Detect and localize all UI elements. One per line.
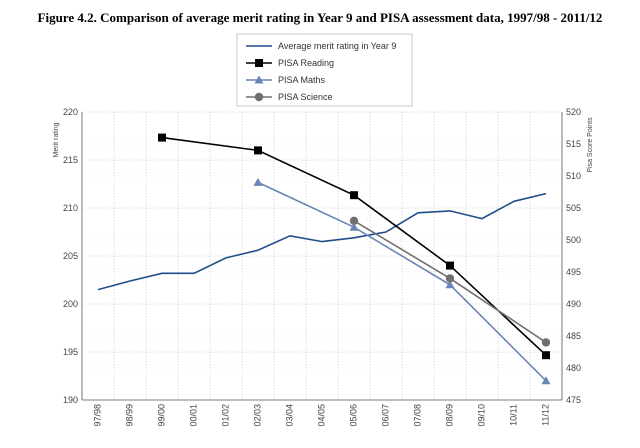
data-point-square <box>255 59 263 67</box>
legend-item: PISA Reading <box>246 58 334 68</box>
x-tick-label: 10/11 <box>508 404 518 426</box>
y-tick-label-left: 215 <box>63 155 78 165</box>
series-3 <box>349 216 551 347</box>
y-tick-label-right: 510 <box>566 171 581 181</box>
legend-label: PISA Science <box>278 92 333 102</box>
x-tick-label: 11/12 <box>540 404 550 426</box>
x-tick-label: 09/10 <box>476 404 486 427</box>
y-tick-label-left: 210 <box>63 203 78 213</box>
y-tick-label-left: 190 <box>63 395 78 405</box>
y-tick-label-left: 195 <box>63 347 78 357</box>
data-point-square <box>542 351 550 360</box>
y-tick-label-right: 480 <box>566 363 581 373</box>
x-tick-label: 08/09 <box>444 404 454 427</box>
data-point-circle <box>349 216 359 225</box>
series-line <box>257 181 547 382</box>
y-tick-label-right: 485 <box>566 331 581 341</box>
x-tick-label: 98/99 <box>124 404 134 427</box>
x-tick-label: 01/02 <box>220 404 230 427</box>
legend-label: Average merit rating in Year 9 <box>278 41 396 51</box>
y-tick-label-left: 220 <box>63 107 78 117</box>
x-tick-label: 04/05 <box>316 404 326 427</box>
x-tick-label: 06/07 <box>380 404 390 427</box>
series-line <box>97 192 547 291</box>
y-tick-label-right: 490 <box>566 299 581 309</box>
data-point-triangle <box>253 177 263 186</box>
y-tick-label-left: 200 <box>63 299 78 309</box>
legend: Average merit rating in Year 9 PISA Readi… <box>236 33 413 107</box>
x-tick-label: 07/08 <box>412 404 422 427</box>
series-1 <box>158 133 550 360</box>
y-axis-title-right: Pisa Score Points <box>587 117 594 173</box>
y-tick-label-left: 205 <box>63 251 78 261</box>
data-point-square <box>446 261 454 270</box>
x-tick-label: 05/06 <box>348 404 358 427</box>
chart-title: Figure 4.2. Comparison of average merit … <box>38 10 603 25</box>
data-point-triangle <box>445 280 455 289</box>
data-point-square <box>254 146 262 155</box>
series-2 <box>253 177 551 385</box>
data-point-circle <box>541 338 551 347</box>
data-point-square <box>350 191 358 200</box>
legend-item: Average merit rating in Year 9 <box>246 41 396 51</box>
data-point-triangle <box>349 222 359 231</box>
y-tick-label-right: 505 <box>566 203 581 213</box>
legend-item: PISA Science <box>246 92 333 102</box>
data-point-circle <box>254 92 264 102</box>
legend-label: PISA Maths <box>278 75 326 85</box>
y-tick-label-right: 475 <box>566 395 581 405</box>
x-tick-label: 02/03 <box>252 404 262 427</box>
data-point-triangle <box>541 376 551 385</box>
data-point-triangle <box>254 75 264 84</box>
x-tick-label: 03/04 <box>284 404 294 427</box>
series-layer <box>97 133 551 385</box>
legend-item: PISA Maths <box>246 75 326 85</box>
y-tick-label-right: 520 <box>566 107 581 117</box>
y-tick-label-right: 500 <box>566 235 581 245</box>
series-0 <box>97 192 547 291</box>
x-tick-label: 00/01 <box>188 404 198 427</box>
x-tick-label: 97/98 <box>92 404 102 427</box>
data-point-circle <box>445 274 455 283</box>
legend-label: PISA Reading <box>278 58 334 68</box>
data-point-square <box>158 133 166 142</box>
axes: 190 195 200 205 210 215 220 475 480 485 490 495 500 5… <box>53 107 594 427</box>
x-tick-label: 99/00 <box>156 404 166 427</box>
y-tick-label-right: 515 <box>566 139 581 149</box>
y-axis-title-left: Merit rating <box>53 122 60 157</box>
y-tick-label-right: 495 <box>566 267 581 277</box>
grid <box>81 111 563 401</box>
